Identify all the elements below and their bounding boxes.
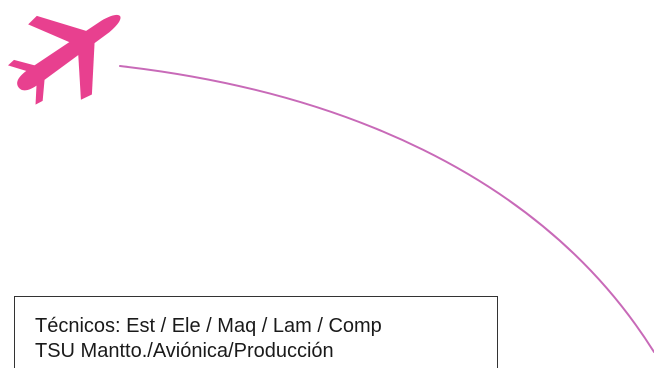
technicians-line: Técnicos: Est / Ele / Maq / Lam / Comp [35, 315, 382, 337]
info-box: Técnicos: Est / Ele / Maq / Lam / Comp T… [14, 296, 498, 368]
airplane-icon [7, 14, 121, 105]
tsu-programs-line: TSU Mantto./Aviónica/Producción [35, 340, 334, 362]
flight-path-line [119, 65, 654, 353]
